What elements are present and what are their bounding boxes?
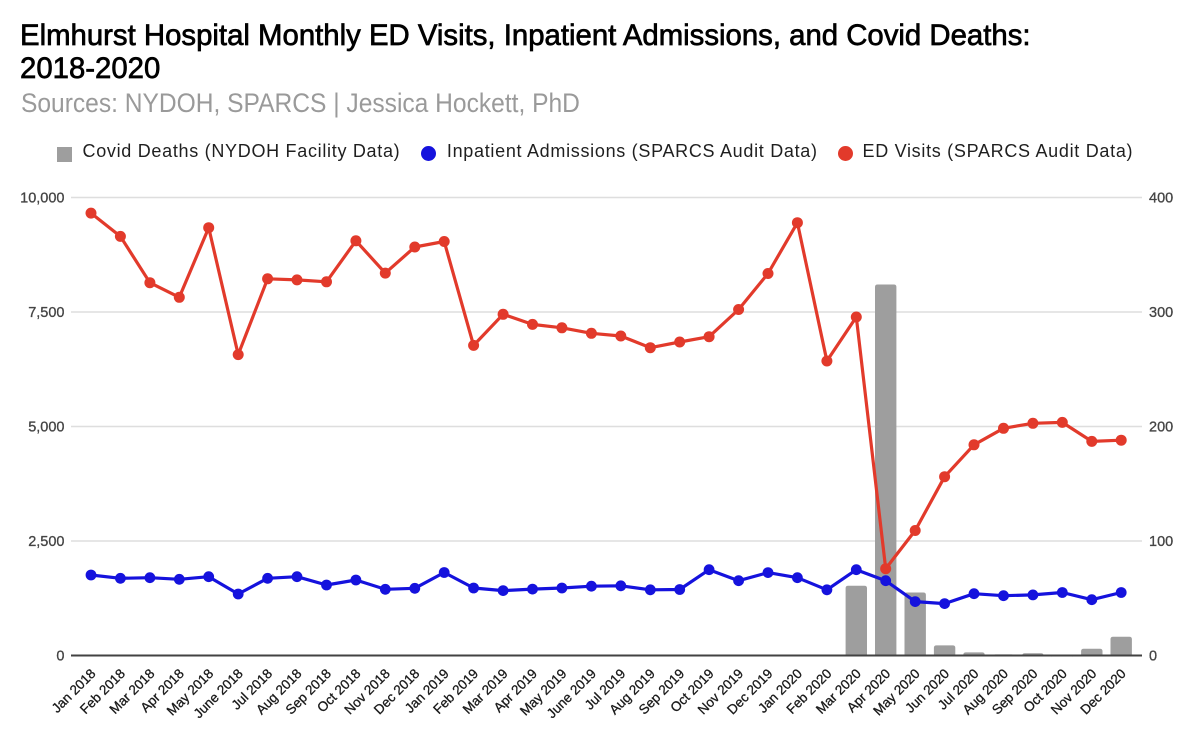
svg-text:0: 0 [1149, 649, 1157, 665]
svg-text:0: 0 [56, 649, 64, 665]
svg-text:2,500: 2,500 [28, 534, 64, 550]
svg-text:5,000: 5,000 [28, 420, 64, 436]
svg-text:7,500: 7,500 [28, 305, 64, 321]
svg-text:200: 200 [1149, 420, 1173, 436]
svg-text:300: 300 [1149, 305, 1173, 321]
svg-text:400: 400 [1149, 191, 1173, 207]
svg-text:100: 100 [1149, 534, 1173, 550]
svg-text:10,000: 10,000 [20, 191, 64, 207]
